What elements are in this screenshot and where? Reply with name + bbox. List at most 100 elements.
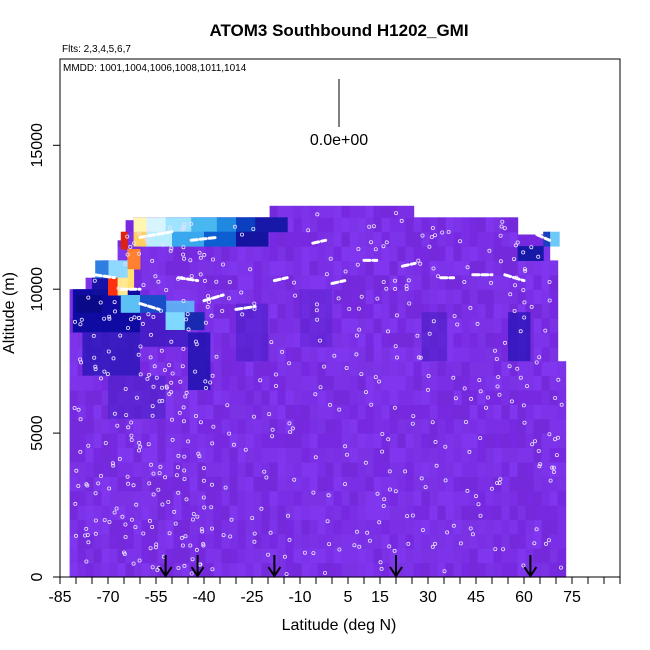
heatmap-cell xyxy=(197,505,207,521)
heatmap-cell xyxy=(293,361,303,377)
heatmap-cell xyxy=(493,303,503,319)
heatmap-cell xyxy=(373,447,383,463)
heatmap-cell xyxy=(229,533,239,549)
heatmap-cell xyxy=(93,505,103,521)
heatmap-cell xyxy=(477,418,487,434)
heatmap-cell xyxy=(245,476,255,492)
sample-point xyxy=(203,320,208,325)
heatmap-cell xyxy=(493,519,503,535)
sample-point xyxy=(177,410,182,415)
sample-point xyxy=(157,399,162,404)
heatmap-cell xyxy=(325,205,335,218)
sample-point xyxy=(513,283,518,288)
heatmap-cell xyxy=(125,562,135,578)
heatmap-cell xyxy=(429,418,439,434)
heatmap-cell xyxy=(85,433,95,449)
sample-point xyxy=(356,306,361,311)
heatmap-cell xyxy=(309,274,319,290)
heatmap-cell xyxy=(229,433,239,449)
heatmap-cell xyxy=(557,548,567,564)
sample-point xyxy=(147,518,152,523)
heatmap-cell xyxy=(365,346,375,362)
heatmap-cell xyxy=(277,246,287,262)
y-tick-label: 15000 xyxy=(29,123,46,168)
sample-point xyxy=(394,313,399,318)
heatmap-cell xyxy=(397,332,407,348)
heatmap-cell xyxy=(317,505,327,521)
heatmap-cell xyxy=(509,246,519,262)
heatmap-cell xyxy=(405,346,415,362)
sample-point xyxy=(197,454,202,459)
sample-point xyxy=(173,521,178,526)
heatmap-cell xyxy=(405,548,415,564)
sample-point xyxy=(406,541,411,546)
heatmap-cell xyxy=(189,461,199,477)
heatmap-cell xyxy=(237,375,247,391)
heatmap-cell xyxy=(157,548,167,564)
heatmap-cell xyxy=(453,490,463,506)
heatmap-cell xyxy=(413,217,423,233)
heatmap-cell xyxy=(453,461,463,477)
heatmap-cell xyxy=(213,260,223,276)
heatmap-cell xyxy=(333,562,343,578)
heatmap-cell xyxy=(181,375,191,391)
heatmap-cell xyxy=(413,519,423,535)
heatmap-cell xyxy=(253,505,263,521)
sample-point xyxy=(469,396,474,401)
heatmap-cell xyxy=(381,490,391,506)
sample-point xyxy=(85,533,90,538)
heatmap-cell xyxy=(293,562,303,578)
heatmap-cell xyxy=(157,346,167,362)
heatmap-cell xyxy=(189,533,199,549)
heatmap-cell xyxy=(485,217,495,233)
heatmap-cell xyxy=(437,274,447,290)
sample-point xyxy=(559,402,564,407)
heatmap-cell xyxy=(269,505,279,521)
sample-point xyxy=(181,245,186,250)
heatmap-cell xyxy=(485,260,495,276)
heatmap-cell xyxy=(493,375,503,391)
heatmap-cell xyxy=(205,418,215,434)
heatmap-cell xyxy=(365,548,375,564)
heatmap-cell xyxy=(525,418,535,434)
sample-point xyxy=(536,254,541,259)
heatmap-cell xyxy=(533,346,543,362)
heatmap-cell xyxy=(413,447,423,463)
heatmap-cell xyxy=(285,217,295,233)
sample-point xyxy=(159,385,164,390)
heatmap-cell xyxy=(165,505,175,521)
heatmap-cell xyxy=(357,303,367,319)
heatmap-cell xyxy=(317,375,327,391)
heatmap-cell xyxy=(93,476,103,492)
sample-point xyxy=(324,272,329,277)
heatmap-cell xyxy=(109,433,119,449)
heatmap-cell xyxy=(501,404,511,420)
sample-point xyxy=(99,473,104,478)
heatmap-cell xyxy=(269,231,279,247)
sample-point xyxy=(227,431,232,436)
sample-point xyxy=(311,490,316,495)
heatmap-cell xyxy=(381,260,391,276)
sample-point xyxy=(202,252,207,257)
heatmap-cell xyxy=(325,533,335,549)
heatmap-cell xyxy=(429,231,439,247)
heatmap-cell xyxy=(125,490,135,506)
heatmap-cell xyxy=(389,361,399,377)
heatmap-cell xyxy=(517,289,527,305)
heatmap-cell xyxy=(101,447,111,463)
sample-point xyxy=(225,403,230,408)
heatmap-cell xyxy=(157,490,167,506)
sample-point xyxy=(306,228,311,233)
sample-point xyxy=(455,322,460,327)
heatmap-cell xyxy=(429,361,439,377)
heatmap-cell xyxy=(269,246,279,262)
heatmap-cell xyxy=(333,205,343,218)
heatmap-cell xyxy=(277,289,287,305)
heatmap-cell xyxy=(461,447,471,463)
sample-point xyxy=(378,560,383,565)
heatmap-cell xyxy=(469,246,479,262)
heatmap-cell xyxy=(213,505,223,521)
sample-point xyxy=(534,360,539,365)
heatmap-cell xyxy=(333,548,343,564)
heatmap-cell xyxy=(469,548,479,564)
